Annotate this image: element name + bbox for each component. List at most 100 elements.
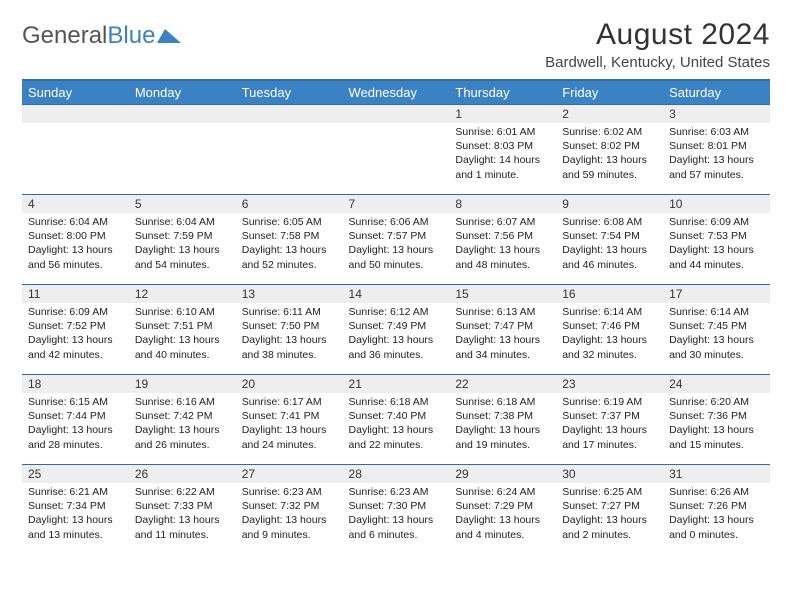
daylight-line: Daylight: 13 hours and 15 minutes. (669, 423, 764, 451)
day-details: Sunrise: 6:01 AMSunset: 8:03 PMDaylight:… (449, 123, 556, 186)
calendar-cell (343, 105, 450, 195)
calendar-cell: 31Sunrise: 6:26 AMSunset: 7:26 PMDayligh… (663, 465, 770, 555)
sunrise-line: Sunrise: 6:09 AM (28, 305, 123, 319)
sunrise-line: Sunrise: 6:04 AM (28, 215, 123, 229)
day-number: 14 (343, 285, 450, 303)
sunrise-line: Sunrise: 6:13 AM (455, 305, 550, 319)
day-details: Sunrise: 6:09 AMSunset: 7:52 PMDaylight:… (22, 303, 129, 366)
calendar-cell: 10Sunrise: 6:09 AMSunset: 7:53 PMDayligh… (663, 195, 770, 285)
sunrise-line: Sunrise: 6:20 AM (669, 395, 764, 409)
calendar-body: 1Sunrise: 6:01 AMSunset: 8:03 PMDaylight… (22, 105, 770, 555)
day-number: 29 (449, 465, 556, 483)
calendar-week: 1Sunrise: 6:01 AMSunset: 8:03 PMDaylight… (22, 105, 770, 195)
sunset-line: Sunset: 7:40 PM (349, 409, 444, 423)
daylight-line: Daylight: 13 hours and 57 minutes. (669, 153, 764, 181)
sunset-line: Sunset: 7:41 PM (242, 409, 337, 423)
calendar-cell: 28Sunrise: 6:23 AMSunset: 7:30 PMDayligh… (343, 465, 450, 555)
day-details: Sunrise: 6:14 AMSunset: 7:46 PMDaylight:… (556, 303, 663, 366)
sunrise-line: Sunrise: 6:16 AM (135, 395, 230, 409)
day-details (129, 123, 236, 129)
sunrise-line: Sunrise: 6:09 AM (669, 215, 764, 229)
sunset-line: Sunset: 7:52 PM (28, 319, 123, 333)
daylight-line: Daylight: 13 hours and 42 minutes. (28, 333, 123, 361)
daylight-line: Daylight: 13 hours and 48 minutes. (455, 243, 550, 271)
sunset-line: Sunset: 7:53 PM (669, 229, 764, 243)
weekday-header: Monday (129, 80, 236, 105)
calendar-cell (236, 105, 343, 195)
day-number: 15 (449, 285, 556, 303)
daylight-line: Daylight: 13 hours and 13 minutes. (28, 513, 123, 541)
day-details: Sunrise: 6:11 AMSunset: 7:50 PMDaylight:… (236, 303, 343, 366)
day-number: 23 (556, 375, 663, 393)
weekday-header: Tuesday (236, 80, 343, 105)
weekday-header: Friday (556, 80, 663, 105)
daylight-line: Daylight: 13 hours and 24 minutes. (242, 423, 337, 451)
sunrise-line: Sunrise: 6:15 AM (28, 395, 123, 409)
calendar-cell: 30Sunrise: 6:25 AMSunset: 7:27 PMDayligh… (556, 465, 663, 555)
day-number (22, 105, 129, 123)
sunrise-line: Sunrise: 6:14 AM (669, 305, 764, 319)
sunset-line: Sunset: 7:34 PM (28, 499, 123, 513)
sunrise-line: Sunrise: 6:02 AM (562, 125, 657, 139)
daylight-line: Daylight: 13 hours and 0 minutes. (669, 513, 764, 541)
logo-text-gray: General (22, 22, 107, 50)
daylight-line: Daylight: 13 hours and 38 minutes. (242, 333, 337, 361)
header: GeneralBlue August 2024 Bardwell, Kentuc… (22, 18, 770, 71)
day-details: Sunrise: 6:12 AMSunset: 7:49 PMDaylight:… (343, 303, 450, 366)
sunset-line: Sunset: 7:50 PM (242, 319, 337, 333)
day-details: Sunrise: 6:13 AMSunset: 7:47 PMDaylight:… (449, 303, 556, 366)
daylight-line: Daylight: 13 hours and 46 minutes. (562, 243, 657, 271)
sunrise-line: Sunrise: 6:26 AM (669, 485, 764, 499)
sunrise-line: Sunrise: 6:21 AM (28, 485, 123, 499)
sunset-line: Sunset: 7:27 PM (562, 499, 657, 513)
day-number: 28 (343, 465, 450, 483)
sunrise-line: Sunrise: 6:19 AM (562, 395, 657, 409)
day-details: Sunrise: 6:18 AMSunset: 7:38 PMDaylight:… (449, 393, 556, 456)
weekday-header: Sunday (22, 80, 129, 105)
day-number: 13 (236, 285, 343, 303)
calendar-cell: 27Sunrise: 6:23 AMSunset: 7:32 PMDayligh… (236, 465, 343, 555)
day-number: 31 (663, 465, 770, 483)
day-number: 3 (663, 105, 770, 123)
sunset-line: Sunset: 7:44 PM (28, 409, 123, 423)
sunrise-line: Sunrise: 6:17 AM (242, 395, 337, 409)
daylight-line: Daylight: 13 hours and 17 minutes. (562, 423, 657, 451)
calendar-week: 11Sunrise: 6:09 AMSunset: 7:52 PMDayligh… (22, 285, 770, 375)
day-number: 8 (449, 195, 556, 213)
weekday-header: Wednesday (343, 80, 450, 105)
sunrise-line: Sunrise: 6:06 AM (349, 215, 444, 229)
sunset-line: Sunset: 7:46 PM (562, 319, 657, 333)
calendar-cell: 26Sunrise: 6:22 AMSunset: 7:33 PMDayligh… (129, 465, 236, 555)
calendar-page: GeneralBlue August 2024 Bardwell, Kentuc… (0, 0, 792, 565)
daylight-line: Daylight: 13 hours and 19 minutes. (455, 423, 550, 451)
day-details: Sunrise: 6:07 AMSunset: 7:56 PMDaylight:… (449, 213, 556, 276)
day-number: 24 (663, 375, 770, 393)
day-number: 2 (556, 105, 663, 123)
calendar-cell: 9Sunrise: 6:08 AMSunset: 7:54 PMDaylight… (556, 195, 663, 285)
calendar-cell: 19Sunrise: 6:16 AMSunset: 7:42 PMDayligh… (129, 375, 236, 465)
calendar-cell: 22Sunrise: 6:18 AMSunset: 7:38 PMDayligh… (449, 375, 556, 465)
day-number (236, 105, 343, 123)
daylight-line: Daylight: 13 hours and 6 minutes. (349, 513, 444, 541)
sunrise-line: Sunrise: 6:05 AM (242, 215, 337, 229)
logo-text-blue: Blue (107, 22, 155, 50)
day-number: 27 (236, 465, 343, 483)
day-number: 21 (343, 375, 450, 393)
calendar-cell: 18Sunrise: 6:15 AMSunset: 7:44 PMDayligh… (22, 375, 129, 465)
daylight-line: Daylight: 13 hours and 56 minutes. (28, 243, 123, 271)
day-number: 6 (236, 195, 343, 213)
day-details (236, 123, 343, 129)
daylight-line: Daylight: 13 hours and 40 minutes. (135, 333, 230, 361)
day-details: Sunrise: 6:09 AMSunset: 7:53 PMDaylight:… (663, 213, 770, 276)
daylight-line: Daylight: 13 hours and 54 minutes. (135, 243, 230, 271)
day-number: 11 (22, 285, 129, 303)
calendar-cell: 3Sunrise: 6:03 AMSunset: 8:01 PMDaylight… (663, 105, 770, 195)
sunrise-line: Sunrise: 6:24 AM (455, 485, 550, 499)
calendar-cell: 5Sunrise: 6:04 AMSunset: 7:59 PMDaylight… (129, 195, 236, 285)
day-number: 30 (556, 465, 663, 483)
day-details: Sunrise: 6:10 AMSunset: 7:51 PMDaylight:… (129, 303, 236, 366)
daylight-line: Daylight: 13 hours and 30 minutes. (669, 333, 764, 361)
logo: GeneralBlue (22, 18, 183, 50)
calendar-cell (129, 105, 236, 195)
day-details: Sunrise: 6:05 AMSunset: 7:58 PMDaylight:… (236, 213, 343, 276)
